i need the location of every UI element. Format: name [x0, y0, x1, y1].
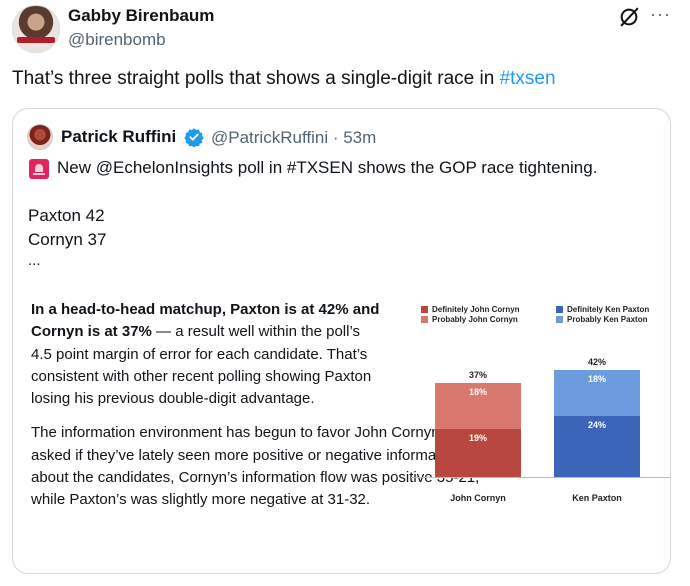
x-tick-label: Ken Paxton [572, 493, 622, 503]
more-icon[interactable]: ··· [650, 4, 671, 24]
bar-segment [435, 382, 521, 429]
legend-item: Probably Ken Paxton [556, 315, 647, 324]
total-label: 37% [468, 369, 487, 380]
quoted-author-handle: @PatrickRuffini [211, 128, 329, 147]
legend-label: Probably John Cornyn [432, 315, 518, 324]
legend-item: Definitely Ken Paxton [556, 305, 649, 314]
data-label: 18% [468, 386, 487, 397]
article-image-text: In a head-to-head matchup, Paxton is at … [31, 299, 487, 524]
result-cornyn: Cornyn 37 [28, 230, 107, 249]
result-paxton: Paxton 42 [28, 206, 105, 225]
bar-segment [435, 428, 521, 477]
data-label: 19% [468, 432, 487, 443]
quoted-avatar[interactable] [27, 124, 53, 150]
author-name[interactable]: Gabby Birenbaum [68, 6, 215, 25]
article-p1-rest: — a result well within the poll’s 4.5 po… [31, 323, 372, 408]
bar-segment [554, 415, 640, 477]
quoted-text: New @EchelonInsights poll in #TXSEN show… [57, 158, 598, 177]
legend-swatch [421, 316, 428, 323]
legend-label: Definitely Ken Paxton [567, 305, 650, 314]
x-tick-label: John Cornyn [450, 493, 506, 503]
grok-icon[interactable] [618, 6, 640, 28]
tweet-body: That’s three straight polls that shows a… [12, 68, 500, 89]
poll-chart: Definitely John Cornyn Probably John Corn… [411, 299, 670, 503]
quoted-time: · 53m [332, 128, 377, 147]
avatar[interactable] [12, 5, 60, 53]
quoted-meta: @PatrickRuffini · 53m [211, 128, 376, 148]
verified-badge-icon [184, 128, 204, 147]
legend-label: Probably Ken Paxton [567, 315, 648, 324]
author-handle[interactable]: @birenbomb [68, 30, 166, 49]
bar-segment [554, 369, 640, 416]
tweet-text: That’s three straight polls that shows a… [12, 67, 556, 91]
hashtag-link[interactable]: #txsen [499, 68, 556, 89]
legend-item: Probably John Cornyn [421, 315, 518, 324]
article-paragraph-1: In a head-to-head matchup, Paxton is at … [31, 299, 381, 410]
data-label: 24% [587, 419, 606, 430]
siren-icon [29, 159, 49, 179]
total-label: 42% [587, 356, 606, 367]
quoted-author-name[interactable]: Patrick Ruffini [61, 127, 177, 146]
legend-swatch [421, 306, 428, 313]
ellipsis: ... [28, 252, 41, 269]
quoted-tweet[interactable]: Patrick Ruffini @PatrickRuffini · 53m Ne… [12, 108, 671, 574]
legend-swatch [556, 306, 563, 313]
article-highlight: In a head-to-head matchup, Paxton is at … [31, 301, 380, 341]
legend-item: Definitely John Cornyn [421, 305, 520, 314]
chart-baseline [411, 477, 670, 478]
legend-swatch [556, 316, 563, 323]
legend-label: Definitely John Cornyn [432, 305, 520, 314]
article-paragraph-2: The information environment has begun to… [31, 424, 488, 509]
data-label: 18% [587, 373, 606, 384]
